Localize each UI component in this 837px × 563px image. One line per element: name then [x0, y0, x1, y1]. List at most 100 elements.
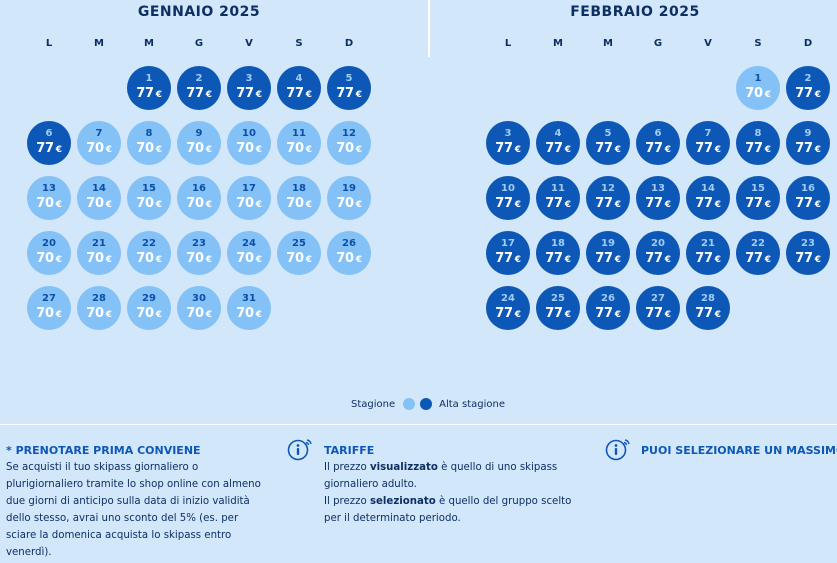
- day-cell[interactable]: 25 70 €: [277, 231, 321, 275]
- day-cell[interactable]: 29 70 €: [127, 286, 171, 330]
- day-cell[interactable]: 21 77 €: [686, 231, 730, 275]
- day-number: 22: [751, 238, 765, 249]
- day-price: 77 €: [27, 141, 71, 156]
- day-number: 4: [554, 128, 562, 139]
- day-cell[interactable]: 4 77 €: [277, 66, 321, 110]
- day-price: 70 €: [277, 141, 321, 156]
- day-cell[interactable]: 22 77 €: [736, 231, 780, 275]
- day-cell[interactable]: 9 77 €: [786, 121, 830, 165]
- day-price: 77 €: [636, 141, 680, 156]
- day-number: 18: [292, 183, 306, 194]
- euro-symbol: €: [55, 310, 62, 320]
- price-value: 77: [595, 306, 613, 321]
- day-cell[interactable]: 4 77 €: [536, 121, 580, 165]
- day-cell[interactable]: 25 77 €: [536, 286, 580, 330]
- day-cell[interactable]: 2 77 €: [786, 66, 830, 110]
- price-value: 77: [795, 86, 813, 101]
- day-cell[interactable]: 3 77 €: [227, 66, 271, 110]
- day-cell[interactable]: 3 77 €: [486, 121, 530, 165]
- day-cell[interactable]: 24 70 €: [227, 231, 271, 275]
- day-cell[interactable]: 19 77 €: [586, 231, 630, 275]
- day-cell[interactable]: 26 70 €: [327, 231, 371, 275]
- weekday-label: M: [94, 38, 104, 49]
- day-cell[interactable]: 13 77 €: [636, 176, 680, 220]
- day-price: 70 €: [77, 306, 121, 321]
- legend-label-alta-stagione: Alta stagione: [439, 398, 505, 410]
- day-cell[interactable]: 10 70 €: [227, 121, 271, 165]
- euro-symbol: €: [105, 310, 112, 320]
- day-number: 6: [45, 128, 53, 139]
- day-cell[interactable]: 7 77 €: [686, 121, 730, 165]
- euro-symbol: €: [305, 145, 312, 155]
- day-cell[interactable]: 28 77 €: [686, 286, 730, 330]
- day-cell[interactable]: 27 77 €: [636, 286, 680, 330]
- day-cell[interactable]: 26 77 €: [586, 286, 630, 330]
- price-value: 77: [336, 86, 354, 101]
- day-cell[interactable]: 21 70 €: [77, 231, 121, 275]
- prenotare-body: Se acquisti il tuo skipass giornaliero o…: [6, 462, 261, 558]
- weekday-label: L: [45, 38, 53, 49]
- day-cell[interactable]: 8 70 €: [127, 121, 171, 165]
- day-cell[interactable]: 8 77 €: [736, 121, 780, 165]
- day-cell[interactable]: 24 77 €: [486, 286, 530, 330]
- day-cell[interactable]: 5 77 €: [586, 121, 630, 165]
- euro-symbol: €: [55, 200, 62, 210]
- euro-symbol: €: [155, 310, 162, 320]
- euro-symbol: €: [764, 145, 771, 155]
- day-cell[interactable]: 11 70 €: [277, 121, 321, 165]
- day-cell[interactable]: 17 70 €: [227, 176, 271, 220]
- day-cell[interactable]: 7 70 €: [77, 121, 121, 165]
- price-value: 70: [286, 141, 304, 156]
- day-cell[interactable]: 23 70 €: [177, 231, 221, 275]
- day-cell[interactable]: 20 77 €: [636, 231, 680, 275]
- day-cell[interactable]: 14 77 €: [686, 176, 730, 220]
- day-cell[interactable]: 27 70 €: [27, 286, 71, 330]
- day-cell[interactable]: 6 77 €: [27, 121, 71, 165]
- price-value: 70: [86, 141, 104, 156]
- day-cell[interactable]: 5 77 €: [327, 66, 371, 110]
- euro-symbol: €: [514, 200, 521, 210]
- day-cell[interactable]: 12 70 €: [327, 121, 371, 165]
- day-cell[interactable]: 22 70 €: [127, 231, 171, 275]
- day-cell[interactable]: 6 77 €: [636, 121, 680, 165]
- price-value: 70: [186, 251, 204, 266]
- day-cell[interactable]: 20 70 €: [27, 231, 71, 275]
- day-cell[interactable]: 18 77 €: [536, 231, 580, 275]
- day-cell[interactable]: 13 70 €: [27, 176, 71, 220]
- day-cell[interactable]: 15 70 €: [127, 176, 171, 220]
- price-value: 77: [495, 251, 513, 266]
- price-value: 77: [495, 306, 513, 321]
- day-number: 25: [551, 293, 565, 304]
- day-cell[interactable]: 16 77 €: [786, 176, 830, 220]
- info-icon: [287, 438, 312, 461]
- day-cell[interactable]: 19 70 €: [327, 176, 371, 220]
- day-cell[interactable]: 10 77 €: [486, 176, 530, 220]
- day-cell[interactable]: 31 70 €: [227, 286, 271, 330]
- day-cell[interactable]: 23 77 €: [786, 231, 830, 275]
- price-value: 77: [645, 251, 663, 266]
- day-price: 77 €: [686, 196, 730, 211]
- euro-symbol: €: [614, 255, 621, 265]
- euro-symbol: €: [764, 200, 771, 210]
- day-cell[interactable]: 14 70 €: [77, 176, 121, 220]
- day-cell[interactable]: 17 77 €: [486, 231, 530, 275]
- day-price: 77 €: [536, 141, 580, 156]
- day-cell[interactable]: 30 70 €: [177, 286, 221, 330]
- day-cell[interactable]: 18 70 €: [277, 176, 321, 220]
- day-cell[interactable]: 28 70 €: [77, 286, 121, 330]
- euro-symbol: €: [664, 145, 671, 155]
- day-cell[interactable]: 16 70 €: [177, 176, 221, 220]
- day-price: 77 €: [786, 196, 830, 211]
- euro-symbol: €: [205, 145, 212, 155]
- day-cell[interactable]: 15 77 €: [736, 176, 780, 220]
- euro-symbol: €: [564, 310, 571, 320]
- day-cell[interactable]: 12 77 €: [586, 176, 630, 220]
- day-cell[interactable]: 1 77 €: [127, 66, 171, 110]
- day-cell[interactable]: 11 77 €: [536, 176, 580, 220]
- month-title-february: FEBBRAIO 2025: [570, 4, 700, 20]
- day-cell[interactable]: 2 77 €: [177, 66, 221, 110]
- day-cell[interactable]: 9 70 €: [177, 121, 221, 165]
- day-price: 70 €: [327, 251, 371, 266]
- euro-symbol: €: [355, 255, 362, 265]
- day-cell[interactable]: 1 70 €: [736, 66, 780, 110]
